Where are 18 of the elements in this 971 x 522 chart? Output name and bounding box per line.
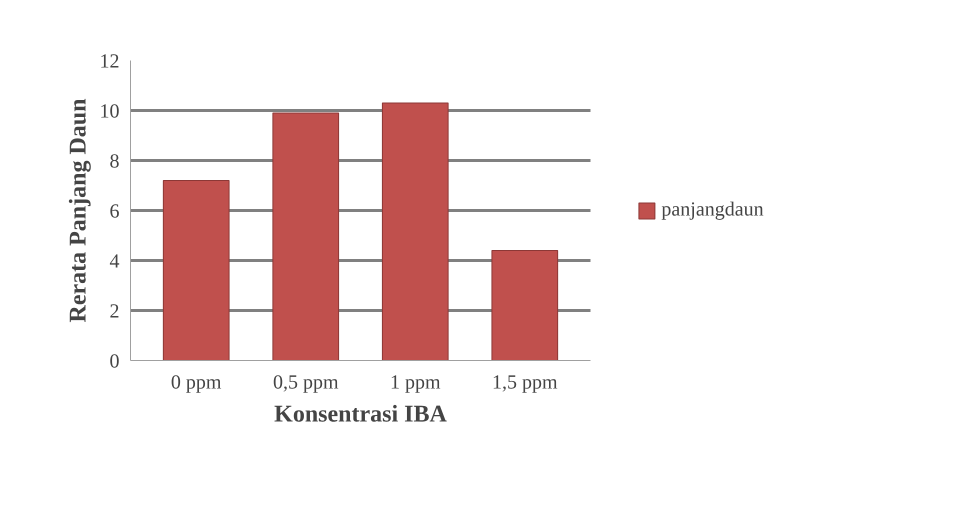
legend-label: panjangdaun (661, 198, 764, 222)
y-axis-title: Rerata Panjang Daun (66, 98, 92, 322)
x-tick-label: 1,5 ppm (492, 372, 558, 394)
x-tick-label: 0 ppm (170, 372, 222, 394)
bar (491, 250, 558, 360)
x-tick-label: 1 ppm (390, 372, 441, 394)
y-tick-label: 10 (100, 100, 120, 122)
bar (272, 112, 340, 360)
bar (162, 180, 230, 360)
bar (382, 102, 449, 360)
x-axis-title: Konsentrasi IBA (274, 402, 448, 428)
y-tick-label: 12 (100, 50, 120, 72)
y-tick-label: 0 (110, 350, 120, 372)
y-tick-label: 6 (110, 200, 120, 222)
y-tick-label: 2 (110, 300, 120, 322)
y-tick-label: 8 (110, 150, 120, 172)
y-tick-label: 4 (110, 250, 120, 272)
x-tick-label: 0,5 ppm (272, 372, 339, 394)
